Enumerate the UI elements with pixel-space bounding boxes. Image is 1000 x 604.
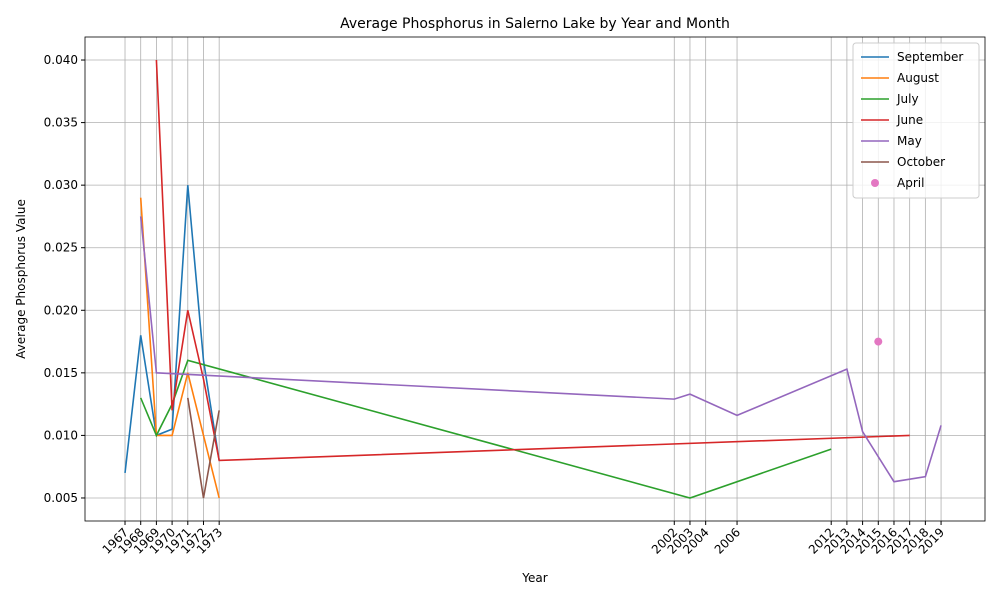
data-line bbox=[155, 59, 910, 462]
legend-label: April bbox=[897, 176, 924, 190]
y-tick-label: 0.005 bbox=[44, 491, 78, 505]
legend-label: October bbox=[897, 155, 945, 169]
legend-label: July bbox=[896, 92, 919, 106]
y-tick-label: 0.040 bbox=[44, 53, 78, 67]
x-tick-label: 2006 bbox=[712, 525, 743, 556]
x-axis-label: Year bbox=[521, 571, 547, 585]
y-tick-label: 0.010 bbox=[44, 428, 78, 442]
y-tick-label: 0.015 bbox=[44, 366, 78, 380]
legend-marker bbox=[871, 179, 879, 187]
legend-label: August bbox=[897, 71, 939, 85]
legend-label: June bbox=[896, 113, 923, 127]
legend-box bbox=[852, 42, 980, 199]
data-line bbox=[186, 397, 220, 499]
y-tick-label: 0.025 bbox=[44, 241, 78, 255]
data-point bbox=[874, 337, 883, 346]
plot-frame bbox=[84, 36, 986, 522]
data-line bbox=[124, 185, 220, 474]
legend-label: May bbox=[897, 134, 922, 148]
data-line bbox=[139, 197, 220, 499]
y-tick-label: 0.030 bbox=[44, 178, 78, 192]
y-axis-label: Average Phosphorus Value bbox=[14, 199, 28, 359]
chart-title: Average Phosphorus in Salerno Lake by Ye… bbox=[340, 16, 730, 32]
legend-label: September bbox=[897, 50, 963, 64]
y-tick-label: 0.020 bbox=[44, 303, 78, 317]
data-line bbox=[139, 359, 832, 499]
data-line bbox=[139, 216, 942, 483]
y-tick-label: 0.035 bbox=[44, 116, 78, 130]
